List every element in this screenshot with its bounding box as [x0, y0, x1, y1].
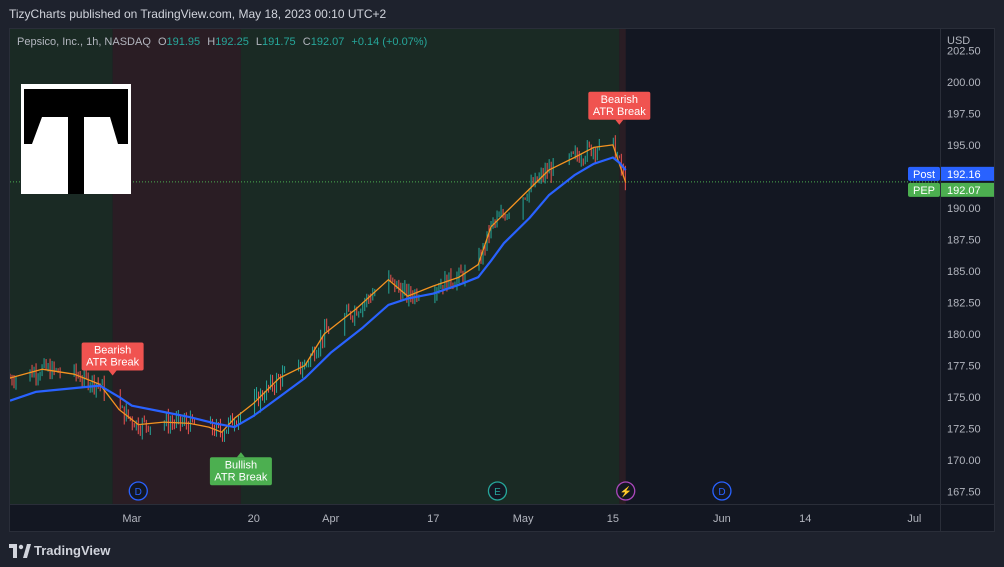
price-badge-name-bg — [908, 182, 940, 197]
open-value: 191.95 — [166, 36, 201, 48]
event-marker-circle — [616, 481, 636, 501]
y-tick-label-2: 197.50 — [947, 108, 981, 120]
x-tick-label-8: Jul — [907, 513, 921, 525]
event-marker-circle — [487, 481, 508, 501]
event-marker-0: D — [128, 481, 148, 501]
price-badge-value-pep: 192.07 — [941, 182, 994, 197]
event-marker-symbol: D — [718, 487, 725, 498]
time-scale-canvas: Mar 20 Apr 17 May 15 Jun 14 Jul — [122, 513, 921, 525]
close-value: 192.07 — [310, 36, 345, 48]
signal-box — [209, 457, 272, 486]
signal-box — [588, 91, 651, 120]
price-badge-value: 192.16 — [947, 169, 981, 181]
high-value: 192.25 — [215, 36, 249, 48]
y-tick-label-10: 177.50 — [947, 360, 981, 372]
event-marker-symbol: E — [494, 487, 501, 498]
event-marker-circle — [128, 481, 148, 501]
change-value: +0.14 (+0.07%) — [351, 36, 428, 48]
open-label: O — [157, 36, 167, 48]
price-badge-value-post: 192.16 — [941, 166, 994, 181]
event-marker-2: ⚡ — [616, 481, 636, 501]
y-tick-label-0: 202.50 — [947, 45, 981, 57]
signal-text: ATR Break — [214, 471, 267, 483]
price-badge-post: Post — [908, 166, 940, 181]
price-badge-value-bg — [941, 166, 994, 181]
low-label: L — [255, 36, 263, 48]
y-tick-label-11: 175.00 — [947, 392, 981, 404]
signal-text: ATR Break — [86, 357, 139, 369]
event-marker-symbol: ⚡ — [619, 485, 631, 498]
event-marker-1: E — [487, 481, 508, 501]
chart-legend: Pepsico, Inc., 1h, NASDAQ O191.95 H192.2… — [17, 36, 427, 48]
price-badge-name: PEP — [913, 185, 935, 197]
channel-logo — [21, 84, 131, 194]
signal-box — [81, 342, 144, 371]
low-value: 191.75 — [262, 36, 296, 48]
x-tick-label-5: 15 — [607, 513, 619, 525]
high-label: H — [207, 36, 216, 48]
y-tick-label-5: 190.00 — [947, 203, 981, 215]
y-tick-label-12: 172.50 — [947, 423, 981, 435]
price-scale[interactable]: USD202.50200.00197.50195.00192.50190.001… — [941, 28, 995, 505]
price-badge-name: Post — [913, 169, 935, 181]
symbol-title: Pepsico, Inc., 1h, NASDAQ — [17, 36, 151, 48]
y-tick-label-6: 187.50 — [947, 234, 981, 246]
time-scale[interactable]: Mar 20 Apr 17 May 15 Jun 14 Jul — [9, 505, 941, 532]
currency-label: USD — [947, 35, 970, 47]
signal-pointer — [108, 370, 117, 376]
y-tick-label-1: 200.00 — [947, 77, 981, 89]
price-scale-canvas: USD202.50200.00197.50195.00192.50190.001… — [941, 35, 994, 498]
y-tick-label-13: 170.00 — [947, 455, 981, 467]
event-marker-3: D — [712, 481, 732, 501]
published-caption: TizyCharts published on TradingView.com,… — [9, 7, 387, 21]
signal-text: ATR Break — [593, 106, 646, 118]
close-label: C — [302, 36, 311, 48]
y-tick-label-3: 195.00 — [947, 140, 981, 152]
signal-text: Bearish — [94, 345, 131, 357]
region-bullish-2 — [240, 29, 620, 504]
price-badge-name-bg — [908, 166, 940, 181]
chart-pane[interactable]: Bearish ATR Break Bullish ATR Break Bearish A… — [9, 28, 941, 505]
y-tick-label-9: 180.00 — [947, 329, 981, 341]
signal-text: Bearish — [601, 94, 638, 106]
signal-pointer — [236, 452, 245, 458]
signal-pointer — [615, 119, 624, 125]
x-tick-label-6: Jun — [713, 513, 731, 525]
price-badge-value: 192.07 — [947, 185, 981, 197]
tradingview-logo-icon — [9, 544, 31, 558]
x-tick-label-3: 17 — [427, 513, 439, 525]
price-badge-pep: PEP — [908, 182, 940, 197]
region-bearish-3 — [619, 29, 626, 504]
series-line-price — [10, 144, 627, 433]
y-tick-label-8: 182.50 — [947, 297, 981, 309]
x-tick-label-7: 14 — [799, 513, 811, 525]
signal-text: Bullish — [225, 459, 257, 471]
event-marker-symbol: D — [135, 487, 142, 498]
price-badge-value-bg — [941, 182, 994, 197]
x-tick-label-0: Mar — [122, 513, 141, 525]
series-line-trend — [10, 156, 627, 429]
y-tick-label-7: 185.00 — [947, 266, 981, 278]
x-tick-label-1: 20 — [248, 513, 260, 525]
top-bar: TizyCharts published on TradingView.com,… — [0, 0, 1004, 28]
x-tick-label-2: Apr — [322, 513, 339, 525]
scale-corner[interactable] — [941, 505, 995, 532]
tradingview-brand: TradingView — [34, 543, 111, 558]
event-marker-circle — [712, 481, 732, 501]
y-tick-label-14: 167.50 — [947, 486, 981, 498]
x-tick-label-4: May — [513, 513, 534, 525]
footer: TradingView — [0, 535, 1004, 567]
channel-logo-mark — [24, 89, 128, 194]
